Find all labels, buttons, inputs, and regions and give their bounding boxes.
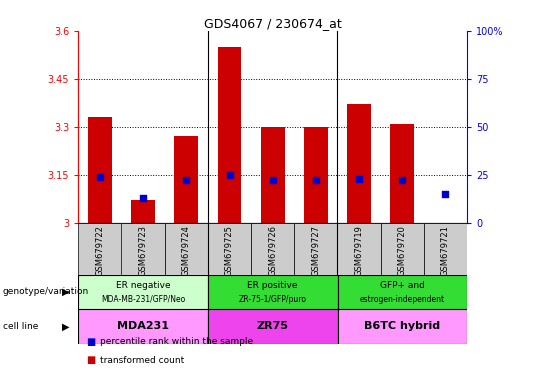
- Text: B6TC hybrid: B6TC hybrid: [364, 321, 440, 331]
- Text: ▶: ▶: [62, 321, 69, 331]
- Text: MDA231: MDA231: [117, 321, 169, 331]
- Point: [225, 172, 234, 178]
- Bar: [208, 309, 338, 344]
- Bar: [251, 223, 294, 275]
- Text: percentile rank within the sample: percentile rank within the sample: [100, 337, 253, 346]
- Text: estrogen-independent: estrogen-independent: [360, 295, 445, 304]
- Bar: [261, 127, 285, 223]
- Text: GSM679721: GSM679721: [441, 225, 450, 276]
- Text: GSM679727: GSM679727: [312, 225, 320, 276]
- Point: [268, 177, 277, 184]
- Text: ER positive: ER positive: [247, 281, 298, 290]
- Text: transformed count: transformed count: [100, 356, 184, 365]
- Text: GSM679723: GSM679723: [139, 225, 147, 276]
- Bar: [218, 47, 241, 223]
- Point: [441, 191, 450, 197]
- Bar: [381, 223, 424, 275]
- Point: [182, 177, 191, 184]
- Bar: [88, 117, 112, 223]
- Bar: [122, 223, 165, 275]
- Text: genotype/variation: genotype/variation: [3, 287, 89, 296]
- Point: [398, 177, 407, 184]
- Bar: [338, 309, 467, 344]
- Text: ZR-75-1/GFP/puro: ZR-75-1/GFP/puro: [239, 295, 307, 304]
- Text: GFP+ and: GFP+ and: [380, 281, 425, 290]
- Text: MDA-MB-231/GFP/Neo: MDA-MB-231/GFP/Neo: [101, 295, 185, 304]
- Text: GSM679724: GSM679724: [182, 225, 191, 276]
- Bar: [338, 275, 467, 309]
- Text: GSM679720: GSM679720: [398, 225, 407, 276]
- Bar: [78, 309, 208, 344]
- Point: [355, 175, 363, 182]
- Bar: [174, 136, 198, 223]
- Point: [96, 174, 104, 180]
- Text: GSM679722: GSM679722: [96, 225, 104, 276]
- Text: GSM679719: GSM679719: [355, 225, 363, 276]
- Bar: [338, 223, 381, 275]
- Text: GSM679725: GSM679725: [225, 225, 234, 276]
- Bar: [78, 223, 122, 275]
- Text: ▶: ▶: [62, 287, 69, 297]
- Text: ER negative: ER negative: [116, 281, 171, 290]
- Text: ZR75: ZR75: [256, 321, 289, 331]
- Bar: [208, 275, 338, 309]
- Title: GDS4067 / 230674_at: GDS4067 / 230674_at: [204, 17, 342, 30]
- Bar: [165, 223, 208, 275]
- Text: GSM679726: GSM679726: [268, 225, 277, 276]
- Bar: [347, 104, 371, 223]
- Text: ■: ■: [86, 355, 96, 365]
- Bar: [390, 124, 414, 223]
- Text: cell line: cell line: [3, 322, 38, 331]
- Bar: [424, 223, 467, 275]
- Text: ■: ■: [86, 337, 96, 347]
- Bar: [304, 127, 328, 223]
- Point: [312, 177, 320, 184]
- Bar: [208, 223, 251, 275]
- Point: [139, 195, 147, 201]
- Bar: [78, 275, 208, 309]
- Bar: [294, 223, 338, 275]
- Bar: [131, 200, 155, 223]
